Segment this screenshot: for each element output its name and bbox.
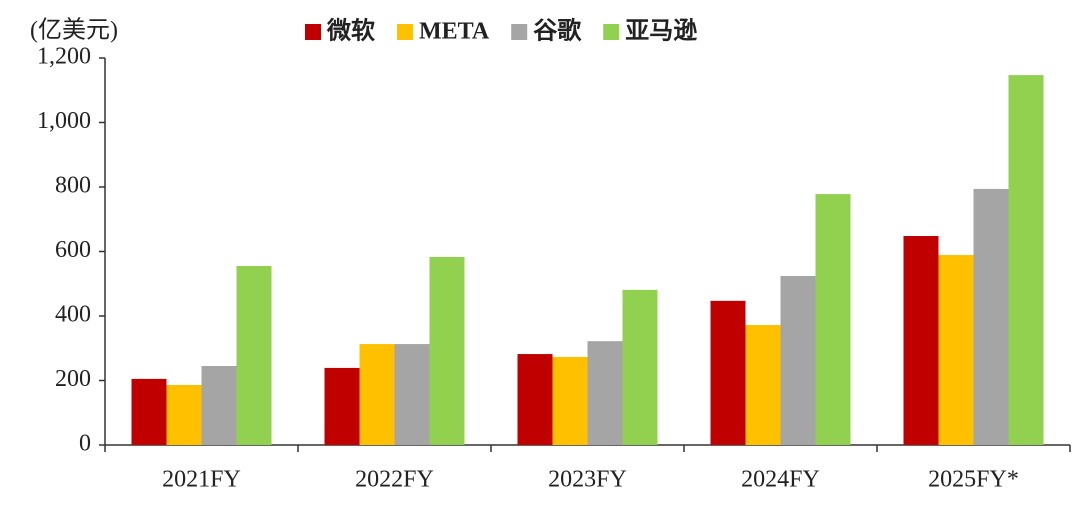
y-tick-label: 1,200 xyxy=(37,44,91,70)
bar xyxy=(552,356,588,445)
legend-label: META xyxy=(419,19,490,45)
bar xyxy=(166,385,202,445)
bar xyxy=(324,367,360,445)
y-tick-label: 800 xyxy=(55,173,91,199)
bar xyxy=(394,344,430,445)
bar xyxy=(903,236,939,445)
legend-label: 亚马逊 xyxy=(625,18,697,45)
legend-swatch xyxy=(603,24,620,40)
bar xyxy=(622,289,658,445)
bar xyxy=(973,188,1009,445)
y-axis-label: (亿美元) xyxy=(30,17,118,44)
bar xyxy=(745,325,781,445)
x-tick-label: 2023FY xyxy=(548,467,627,493)
bar xyxy=(429,256,465,445)
x-tick-label: 2022FY xyxy=(355,467,434,493)
bar xyxy=(587,341,623,445)
x-tick-label: 2021FY xyxy=(162,467,241,493)
y-tick-label: 1,000 xyxy=(37,108,91,134)
bar xyxy=(517,354,553,445)
legend-swatch xyxy=(397,24,413,40)
bar xyxy=(815,194,851,445)
x-tick-label: 2024FY xyxy=(741,467,820,493)
bar xyxy=(1008,75,1044,445)
bar xyxy=(359,344,395,445)
bar xyxy=(780,276,816,445)
y-tick-label: 200 xyxy=(55,366,91,392)
legend-swatch xyxy=(305,24,321,40)
bar xyxy=(236,266,272,445)
x-tick-label: 2025FY* xyxy=(928,467,1019,493)
y-tick-label: 600 xyxy=(55,237,91,263)
bar xyxy=(201,365,237,445)
y-tick-label: 0 xyxy=(79,431,91,457)
legend-label: 谷歌 xyxy=(533,18,582,45)
legend-swatch xyxy=(511,24,528,40)
bar xyxy=(131,378,167,445)
legend-label: 微软 xyxy=(326,17,375,45)
y-tick-label: 400 xyxy=(55,302,91,328)
bar xyxy=(938,255,974,445)
bar xyxy=(710,300,746,445)
